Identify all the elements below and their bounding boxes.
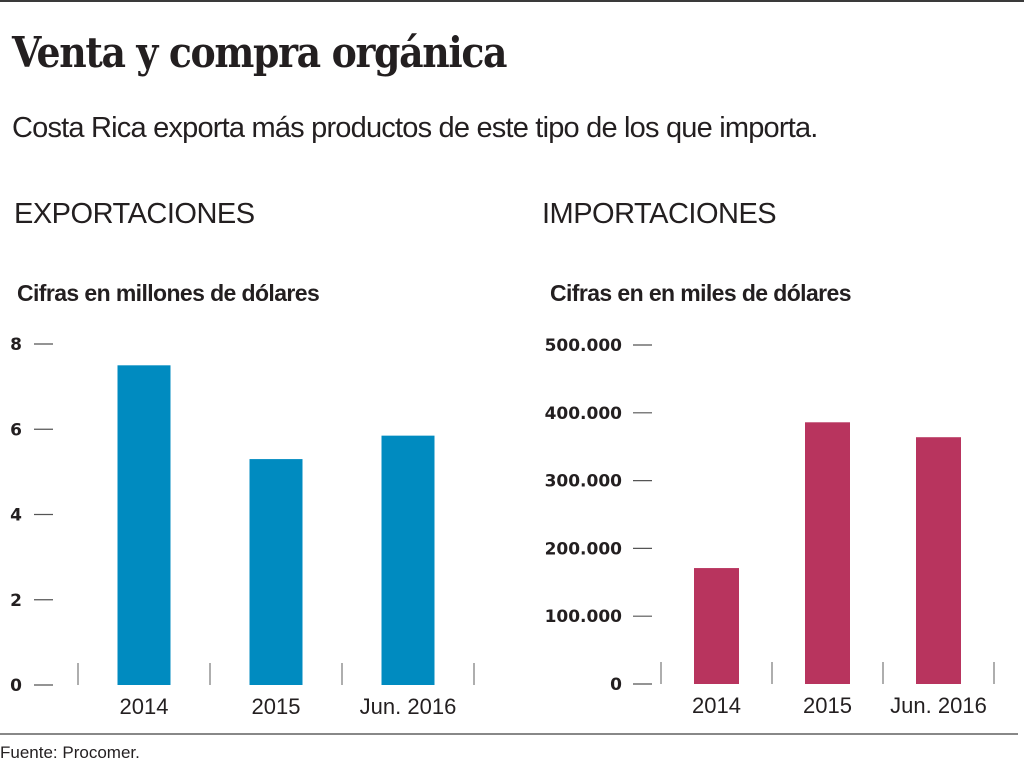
y-tick-label: 6 (10, 420, 22, 440)
exports-section-title: EXPORTACIONES (14, 198, 255, 230)
x-category-label: 2014 (120, 694, 169, 719)
exports-unit-label: Cifras en millones de dólares (17, 280, 320, 306)
page-title: Venta y compra orgánica (12, 28, 508, 77)
bar-2015 (249, 459, 303, 685)
x-category-label: 2015 (252, 694, 301, 719)
bar-jun-2016 (916, 437, 961, 684)
y-tick-label: 0 (10, 676, 22, 696)
bar-2015 (805, 422, 850, 684)
x-category-label: 2015 (803, 693, 852, 718)
y-tick-label: 200.000 (545, 539, 623, 559)
imports-section-title: IMPORTACIONES (542, 198, 777, 230)
y-tick-label: 0 (610, 675, 622, 695)
bar-2014 (117, 365, 171, 685)
y-tick-label: 4 (10, 506, 22, 526)
y-tick-label: 300.000 (545, 472, 623, 492)
y-tick-label: 100.000 (545, 607, 623, 627)
bottom-rule (0, 733, 1018, 735)
page-subtitle: Costa Rica exporta más productos de este… (12, 112, 818, 144)
y-tick-label: 2 (10, 591, 22, 611)
x-category-label: Jun. 2016 (890, 693, 987, 718)
source-note: Fuente: Procomer. (0, 743, 140, 762)
exports-chart: 0 2 4 6 8 2014 2015 Jun. 2016 (10, 335, 475, 719)
y-tick-label: 400.000 (545, 404, 623, 424)
bar-jun-2016 (381, 435, 435, 685)
x-category-label: Jun. 2016 (360, 694, 457, 719)
top-rule (0, 0, 1024, 2)
imports-chart: 0 100.000 200.000 300.000 400.000 500.000 2014… (545, 336, 995, 718)
y-tick-label: 8 (10, 335, 22, 355)
y-tick-label: 500.000 (545, 336, 623, 356)
imports-unit-label: Cifras en en miles de dólares (550, 280, 852, 306)
x-category-label: 2014 (692, 693, 741, 718)
bar-2014 (694, 568, 739, 684)
